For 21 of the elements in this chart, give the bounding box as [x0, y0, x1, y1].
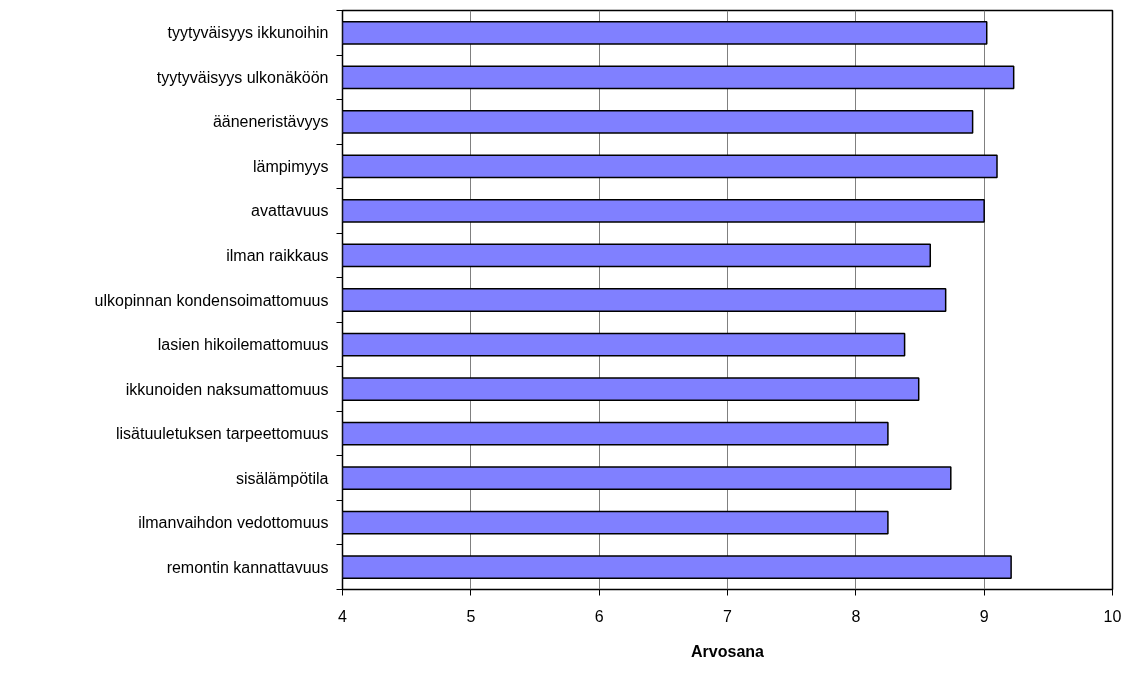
- y-tick-label: lisätuuletuksen tarpeettomuus: [115, 425, 329, 443]
- x-tick-label: 6: [594, 607, 604, 625]
- y-tick-label: sisälämpötila: [236, 469, 329, 487]
- x-tick-label: 10: [1103, 607, 1122, 625]
- x-tick-label: 8: [851, 607, 861, 625]
- y-tick-label: ulkopinnan kondensoimattomuus: [94, 291, 329, 309]
- y-tick-label: ilman raikkaus: [226, 246, 329, 264]
- x-tick-label: 7: [723, 607, 733, 625]
- y-tick-label: ääneneristävyys: [212, 113, 329, 131]
- x-axis-title: Arvosana: [691, 642, 765, 660]
- y-tick-label: remontin kannattavuus: [166, 558, 329, 576]
- y-tick-label: avattavuus: [251, 202, 329, 220]
- y-tick-label: ilmanvaihdon vedottomuus: [138, 514, 329, 532]
- y-tick-label: lämpimyys: [252, 157, 329, 175]
- x-tick-label: 9: [979, 607, 989, 625]
- y-tick-label: lasien hikoilemattomuus: [157, 336, 329, 354]
- y-tick-label: tyytyväisyys ulkonäköön: [156, 68, 329, 86]
- y-tick-label: tyytyväisyys ikkunoihin: [167, 24, 329, 42]
- x-tick-label: 4: [338, 607, 348, 625]
- y-tick-label: ikkunoiden naksumattomuus: [125, 380, 329, 398]
- x-tick-label: 5: [466, 607, 476, 625]
